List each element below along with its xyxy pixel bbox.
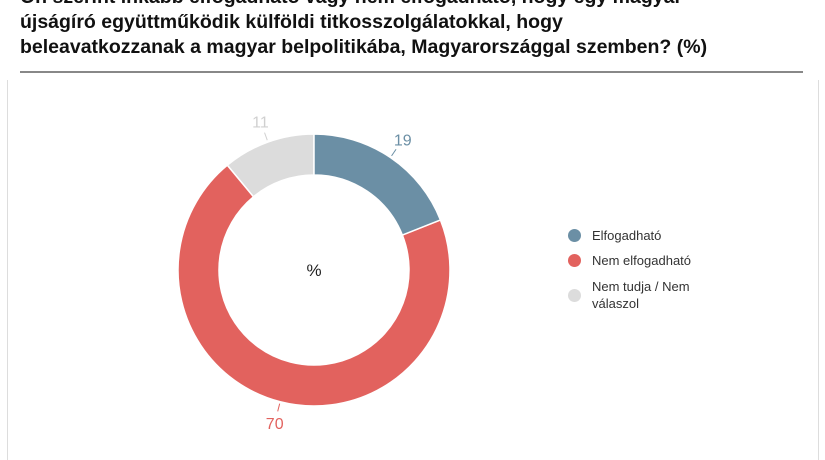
donut-slice-2[interactable] bbox=[177, 164, 451, 407]
data-label: 11 bbox=[252, 114, 269, 131]
legend-label: Nem elfogadható bbox=[592, 253, 692, 268]
data-label: 70 bbox=[266, 416, 284, 433]
legend-label: Elfogadható bbox=[592, 228, 662, 243]
data-label-connector bbox=[264, 132, 268, 141]
chart-title: Ön szerint inkább elfogadható vagy nem e… bbox=[20, 0, 810, 60]
legend-dot bbox=[568, 289, 581, 302]
data-label-connector bbox=[277, 403, 281, 412]
donut-slice-1[interactable] bbox=[313, 133, 442, 237]
title-line: újságíró együttműködik külföldi titkossz… bbox=[20, 11, 563, 33]
legend-label: Nem tudja / Nem válaszol bbox=[592, 279, 690, 311]
title-line: beleavatkozzanak a magyar belpolitikába,… bbox=[20, 36, 708, 58]
title-line: Ön szerint inkább elfogadható vagy nem e… bbox=[20, 0, 810, 10]
title-divider bbox=[20, 71, 803, 73]
donut-chart: % 19 70 11 bbox=[177, 114, 451, 433]
center-label: % bbox=[306, 261, 321, 280]
data-label-connector bbox=[391, 148, 397, 157]
data-label: 19 bbox=[394, 132, 412, 149]
legend-dot bbox=[568, 254, 581, 267]
chart-card bbox=[7, 80, 819, 460]
legend-dot bbox=[568, 229, 581, 242]
